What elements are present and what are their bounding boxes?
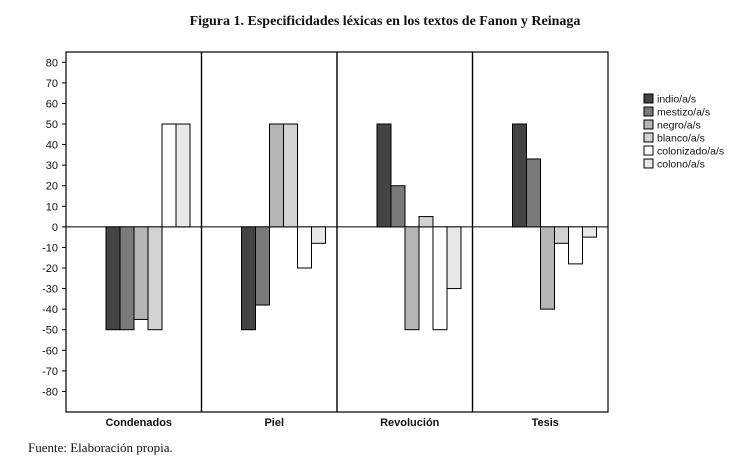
bar-mestizoas-tesis — [526, 158, 541, 228]
legend-label: colonizado/a/s — [657, 146, 724, 158]
y-tick-label: -40 — [42, 304, 58, 316]
bar-colonizadoas-tesis — [568, 226, 583, 265]
legend-swatch — [643, 119, 654, 130]
bar-blancoas-tesis — [554, 226, 569, 244]
bar-blancoas-condenados — [147, 226, 163, 331]
legend-label: negro/a/s — [657, 120, 701, 132]
bar-blancoas-revolución — [418, 216, 434, 228]
y-tick-label: 70 — [46, 78, 58, 90]
x-tick-label: Tesis — [532, 417, 559, 429]
plot-area: 80 70 60 50 40 30 20 10 0 -10 -20 -30 -40 -50 -60 -70 -8… — [42, 51, 609, 429]
bar-negroas-piel — [269, 123, 284, 228]
x-tick-label: Revolución — [380, 417, 440, 429]
bar-blancoas-piel — [283, 123, 298, 228]
legend-swatch — [643, 93, 654, 104]
bar-colonoas-piel — [311, 226, 326, 244]
legend-label: mestizo/a/s — [657, 107, 710, 119]
bar-indioas-tesis — [512, 123, 527, 228]
bar-colonoas-condenados — [175, 123, 191, 228]
bar-indioas-piel — [241, 226, 256, 331]
y-tick-label: 20 — [46, 181, 58, 193]
y-tick-label: -80 — [42, 386, 58, 398]
x-tick-label: Piel — [264, 417, 284, 429]
legend-swatch — [643, 132, 654, 143]
bar-colonizadoas-condenados — [161, 123, 177, 228]
y-tick-label: -70 — [42, 366, 58, 378]
y-tick-label: 30 — [46, 160, 58, 172]
bar-negroas-tesis — [540, 226, 555, 310]
y-tick-label: -50 — [42, 325, 58, 337]
legend: indio/a/smestizo/a/snegro/a/sblanco/a/sc… — [643, 93, 724, 171]
bar-colonizadoas-piel — [297, 226, 312, 269]
y-tick-label: 50 — [46, 119, 58, 131]
source-note: Fuente: Elaboración propia. — [28, 440, 173, 455]
legend-label: colono/a/s — [657, 159, 705, 171]
legend-swatch — [643, 145, 654, 156]
y-tick-label: -20 — [42, 263, 58, 275]
y-tick-label: 60 — [46, 98, 58, 110]
y-tick-label: 10 — [46, 201, 58, 213]
y-tick-label: -60 — [42, 345, 58, 357]
bar-mestizoas-revolución — [390, 185, 406, 228]
y-tick-label: 0 — [52, 222, 58, 234]
bar-indioas-revolución — [376, 123, 392, 228]
bar-colonoas-tesis — [582, 226, 597, 238]
chart-title: Figura 1. Especificidades léxicas en los… — [189, 14, 581, 29]
legend-label: blanco/a/s — [657, 133, 705, 145]
bar-mestizoas-condenados — [119, 226, 135, 331]
bar-negroas-revolución — [404, 226, 420, 331]
bar-indioas-condenados — [105, 226, 121, 331]
y-tick-label: 80 — [46, 57, 58, 69]
legend-swatch — [643, 158, 654, 169]
bar-mestizoas-piel — [255, 226, 270, 306]
bar-colonoas-revolución — [446, 226, 462, 290]
legend-swatch — [643, 106, 654, 117]
legend-label: indio/a/s — [657, 94, 696, 106]
bar-negroas-condenados — [133, 226, 149, 320]
y-tick-label: -10 — [42, 242, 58, 254]
y-tick-label: -30 — [42, 284, 58, 296]
x-tick-label: Condenados — [105, 417, 172, 429]
bar-colonizadoas-revolución — [432, 226, 448, 331]
y-tick-label: 40 — [46, 140, 58, 152]
